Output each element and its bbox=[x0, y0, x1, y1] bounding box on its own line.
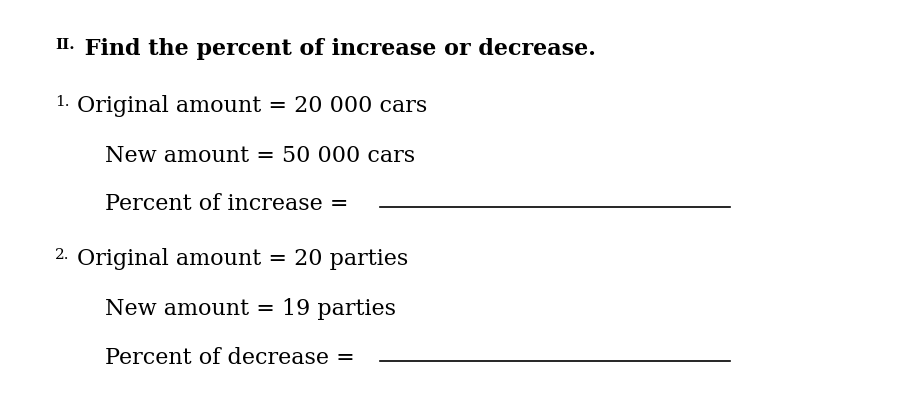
Text: Original amount = 20 000 cars: Original amount = 20 000 cars bbox=[77, 95, 428, 117]
Text: New amount = 50 000 cars: New amount = 50 000 cars bbox=[105, 145, 415, 167]
Text: Percent of increase =: Percent of increase = bbox=[105, 193, 356, 215]
Text: II.: II. bbox=[55, 38, 75, 52]
Text: Find the percent of increase or decrease.: Find the percent of increase or decrease… bbox=[77, 38, 596, 60]
Text: New amount = 19 parties: New amount = 19 parties bbox=[105, 298, 396, 320]
Text: Percent of decrease =: Percent of decrease = bbox=[105, 347, 362, 369]
Text: 2.: 2. bbox=[55, 248, 69, 262]
Text: 1.: 1. bbox=[55, 95, 69, 109]
Text: Original amount = 20 parties: Original amount = 20 parties bbox=[77, 248, 409, 270]
